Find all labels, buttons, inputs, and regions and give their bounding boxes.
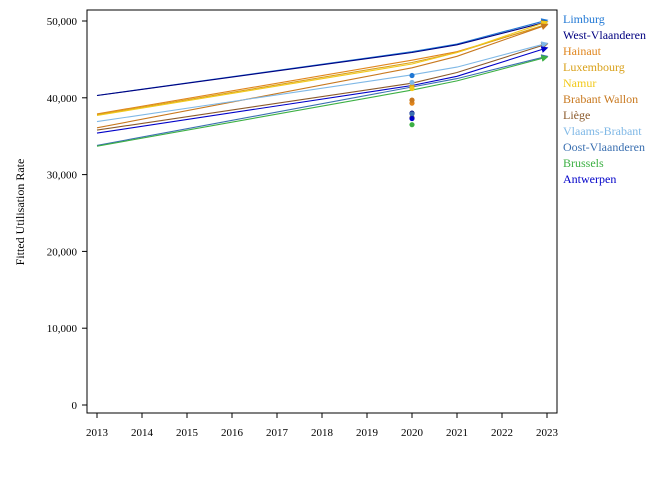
series-line-oost-vlaanderen: [96, 54, 549, 146]
y-axis-title: Fitted Utilisation Rate: [13, 159, 27, 266]
series-line-limburg: [96, 18, 549, 97]
x-axis: 2013 2014 2015 2016 2017 2018 2019 2020 2021 2022…: [86, 413, 559, 439]
legend-item: Antwerpen: [563, 172, 616, 186]
data-point-limburg: [409, 72, 415, 79]
series-points: [409, 72, 415, 128]
x-tick-label: 2017: [266, 427, 289, 439]
legend-item: Vlaams-Brabant: [563, 124, 642, 138]
data-point-brabant-wallon: [409, 97, 415, 103]
data-point-oost-vlaanderen: [409, 111, 415, 117]
x-tick-label: 2020: [401, 427, 424, 439]
x-tick-label: 2019: [356, 427, 379, 439]
x-tick-label: 2023: [536, 427, 559, 439]
legend-item: Namur: [563, 76, 596, 90]
legend-item: Brussels: [563, 156, 604, 170]
y-tick-label: 50,000: [47, 16, 78, 28]
x-tick-label: 2013: [86, 427, 109, 439]
series-lines: [96, 18, 549, 147]
y-tick-label: 0: [72, 400, 78, 412]
legend-item: Luxembourg: [563, 60, 625, 74]
legend-item: Brabant Wallon: [563, 92, 638, 106]
data-point-antwerpen: [409, 115, 415, 122]
y-tick-label: 30,000: [47, 170, 78, 182]
series-line-namur: [96, 20, 549, 117]
series-line-west-vlaanderen: [96, 19, 549, 97]
y-tick-label: 10,000: [47, 323, 78, 335]
data-point-namur: [409, 85, 415, 92]
y-axis: 0 10,000 20,000 30,000 40,000 50,000: [47, 16, 87, 412]
y-tick-label: 20,000: [47, 246, 78, 258]
legend-item: Limburg: [563, 12, 605, 26]
legend-item: Hainaut: [563, 44, 602, 58]
series-line-brabant-wallon: [96, 23, 549, 129]
x-tick-label: 2022: [491, 427, 513, 439]
plot-frame: [86, 9, 558, 414]
y-tick-label: 40,000: [47, 93, 78, 105]
x-tick-label: 2014: [131, 427, 154, 439]
legend-item: Oost-Vlaanderen: [563, 140, 645, 154]
legend: Limburg West-Vlaanderen Hainaut Luxembourg N…: [563, 12, 646, 186]
legend-item: West-Vlaanderen: [563, 28, 646, 42]
series-line-luxembourg: [96, 22, 549, 116]
legend-item: Liège: [563, 108, 590, 122]
series-line-li-ge: [96, 42, 549, 131]
data-point-vlaams-brabant: [409, 79, 415, 86]
series-line-antwerpen: [96, 46, 549, 134]
x-tick-label: 2016: [221, 427, 244, 439]
x-tick-label: 2021: [446, 427, 468, 439]
data-point-brussels: [409, 122, 415, 128]
series-line-brussels: [96, 55, 549, 147]
x-tick-label: 2015: [176, 427, 199, 439]
x-tick-label: 2018: [311, 427, 334, 439]
series-line-vlaams-brabant: [96, 41, 549, 123]
